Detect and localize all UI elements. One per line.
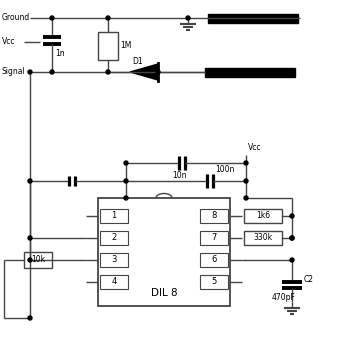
Bar bbox=[244, 231, 282, 245]
Circle shape bbox=[28, 236, 32, 240]
Text: 3: 3 bbox=[111, 256, 117, 264]
Bar bbox=[200, 253, 228, 267]
Text: 6: 6 bbox=[211, 256, 217, 264]
Text: 1: 1 bbox=[111, 211, 117, 221]
Bar bbox=[100, 253, 128, 267]
Bar bbox=[24, 252, 52, 268]
Circle shape bbox=[290, 258, 294, 262]
Bar bbox=[208, 14, 298, 23]
Bar bbox=[244, 209, 282, 223]
Text: 1M: 1M bbox=[120, 42, 131, 50]
Text: DIL 8: DIL 8 bbox=[151, 288, 177, 298]
Bar bbox=[98, 32, 118, 60]
Polygon shape bbox=[130, 64, 158, 80]
Circle shape bbox=[186, 16, 190, 20]
Circle shape bbox=[106, 70, 110, 74]
Text: Ground: Ground bbox=[2, 13, 30, 23]
Circle shape bbox=[290, 236, 294, 240]
Text: 10k: 10k bbox=[31, 256, 45, 264]
Text: D1: D1 bbox=[132, 56, 143, 66]
Text: 1k6: 1k6 bbox=[256, 211, 270, 221]
Circle shape bbox=[106, 16, 110, 20]
Text: Signal: Signal bbox=[2, 67, 26, 77]
Circle shape bbox=[28, 316, 32, 320]
Text: 7: 7 bbox=[211, 233, 217, 243]
Text: 10n: 10n bbox=[172, 170, 187, 179]
Circle shape bbox=[290, 236, 294, 240]
Circle shape bbox=[28, 258, 32, 262]
Text: 8: 8 bbox=[211, 211, 217, 221]
Bar bbox=[100, 275, 128, 289]
Circle shape bbox=[50, 16, 54, 20]
Text: Vcc: Vcc bbox=[248, 144, 261, 152]
Text: 2: 2 bbox=[111, 233, 117, 243]
Text: 100n: 100n bbox=[215, 166, 235, 174]
Circle shape bbox=[124, 161, 128, 165]
Text: Vcc: Vcc bbox=[2, 37, 15, 47]
Circle shape bbox=[124, 179, 128, 183]
Circle shape bbox=[156, 70, 160, 74]
Circle shape bbox=[124, 196, 128, 200]
Text: 330k: 330k bbox=[253, 233, 273, 243]
Bar bbox=[100, 209, 128, 223]
Circle shape bbox=[290, 214, 294, 218]
Text: 470pF: 470pF bbox=[272, 293, 296, 303]
Circle shape bbox=[50, 70, 54, 74]
Bar bbox=[200, 275, 228, 289]
Text: 1n: 1n bbox=[55, 49, 65, 59]
Text: 4: 4 bbox=[111, 277, 117, 287]
Circle shape bbox=[28, 70, 32, 74]
Bar bbox=[98, 198, 230, 306]
Circle shape bbox=[244, 161, 248, 165]
Circle shape bbox=[28, 179, 32, 183]
Bar bbox=[205, 68, 295, 77]
Bar bbox=[200, 231, 228, 245]
Text: 5: 5 bbox=[211, 277, 217, 287]
Circle shape bbox=[244, 179, 248, 183]
Text: C2: C2 bbox=[304, 275, 314, 283]
Circle shape bbox=[244, 196, 248, 200]
Bar bbox=[200, 209, 228, 223]
Bar bbox=[100, 231, 128, 245]
